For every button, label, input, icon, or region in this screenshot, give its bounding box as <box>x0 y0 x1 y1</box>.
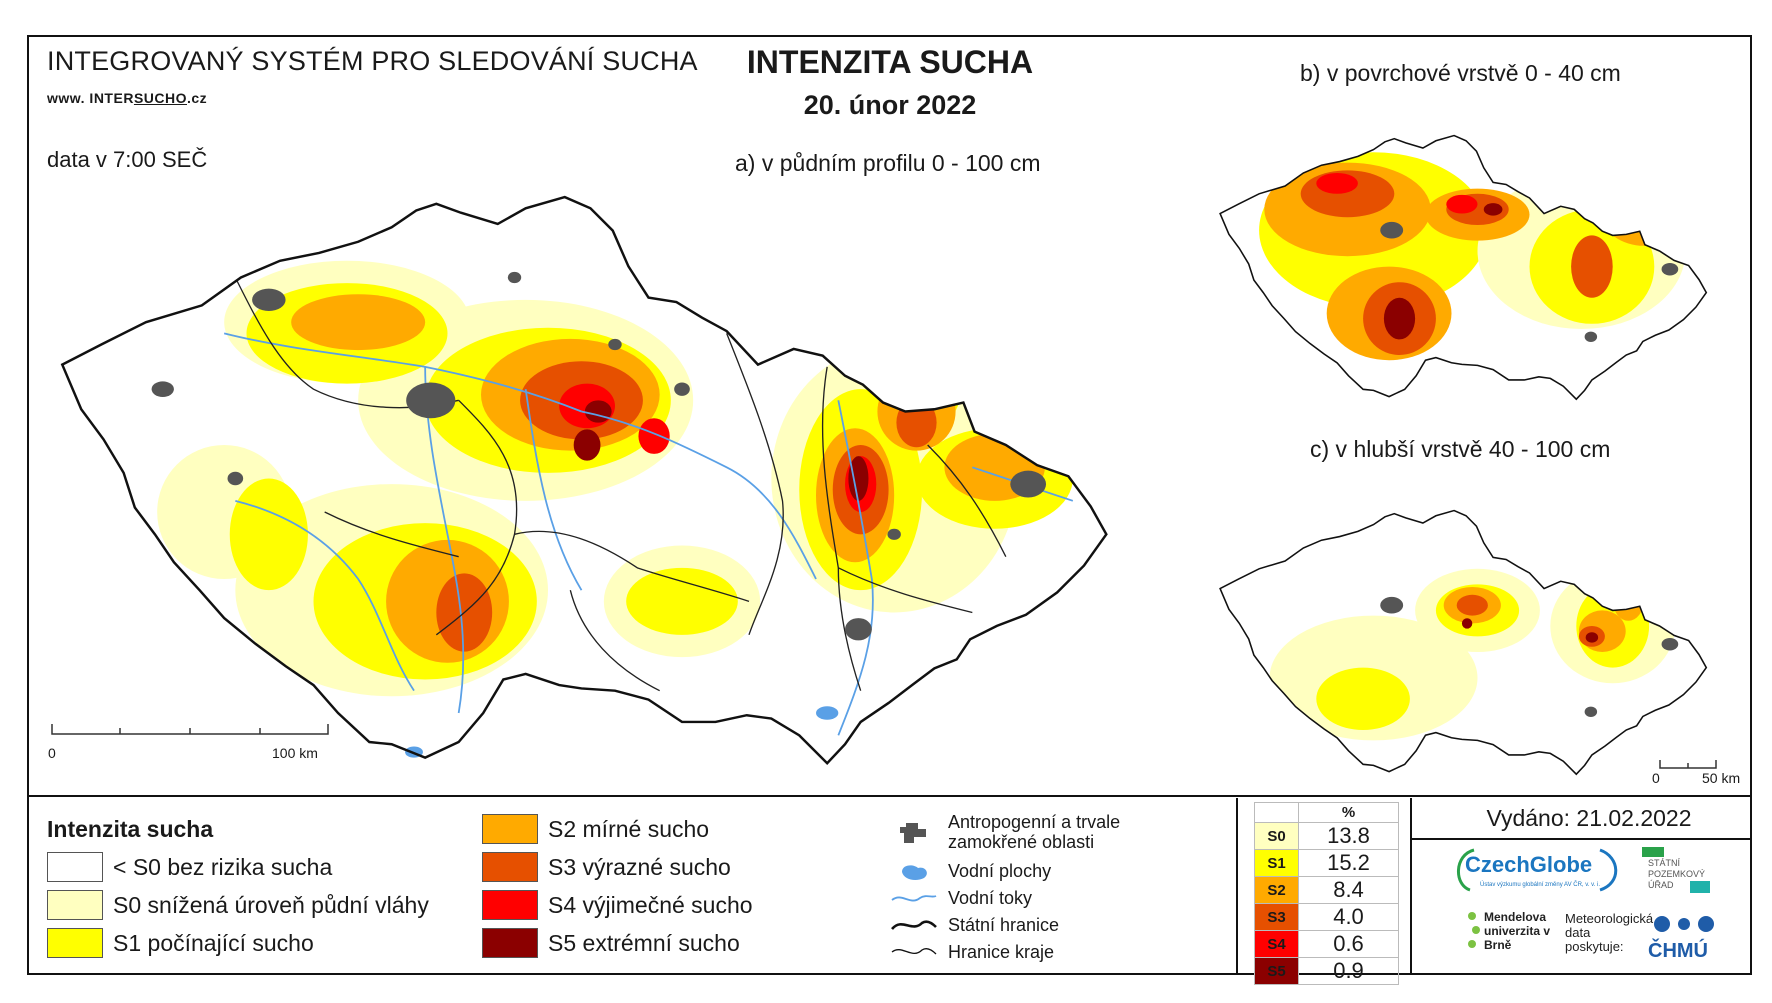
legend-item-s5: S5 extrémní sucho <box>482 928 740 958</box>
page-date: 20. únor 2022 <box>803 90 977 120</box>
issued-date: Vydáno: 21.02.2022 <box>1486 805 1692 831</box>
region-border-icon <box>890 939 938 965</box>
legend-water-bodies: Vodní plochy <box>890 858 1051 884</box>
system-title: INTEGROVANÝ SYSTÉM PRO SLEDOVÁNÍ SUCHA <box>47 46 698 76</box>
main-scale-start: 0 <box>48 745 56 761</box>
small-scale-bar <box>1659 760 1717 769</box>
spu-logo-icon <box>1642 847 1710 893</box>
mendel-logo: Mendelova univerzita v Brně <box>1484 910 1551 952</box>
legend-state-border: Státní hranice <box>890 912 1059 938</box>
main-scale-end: 100 km <box>272 745 318 761</box>
surface-drought-map <box>1219 134 1708 400</box>
table-row: S4 0.6 <box>1254 930 1399 958</box>
legend-item-s3: S3 výrazné sucho <box>482 852 731 882</box>
main-drought-map <box>61 195 1108 765</box>
spu-logo: STÁTNÍ POZEMKOVÝ ÚŘAD <box>1648 858 1706 890</box>
website-link[interactable]: www. INTERSUCHO.cz <box>47 90 208 106</box>
page-title: INTENZITA SUCHA <box>746 44 1034 80</box>
drought-intensity-areas <box>157 260 1073 697</box>
legend-rivers: Vodní toky <box>890 885 1032 911</box>
legend-item-none: < S0 bez rizika sucha <box>47 852 332 882</box>
mendel-logo-icon <box>1468 912 1480 948</box>
main-map-label: a) v půdním profilu 0 - 100 cm <box>735 150 1041 176</box>
legend-item-s1: S1 počínající sucho <box>47 928 314 958</box>
water-body-icon <box>890 858 938 884</box>
czechglobe-subtitle: Ústav výzkumu globální změny AV ČR, v. v… <box>1480 882 1601 888</box>
legend-urban-areas: Antropogenní a trvale zamokřené oblasti <box>890 812 1120 852</box>
map-frame <box>27 35 1752 975</box>
legend-swatch <box>482 852 538 882</box>
legend-separator <box>27 795 1752 797</box>
legend-swatch <box>47 928 103 958</box>
table-row: S1 15.2 <box>1254 849 1399 877</box>
legend-swatch <box>47 890 103 920</box>
czechglobe-logo-icon <box>1457 848 1618 892</box>
table-row: S0 13.8 <box>1254 822 1399 850</box>
table-row: S5 0.9 <box>1254 957 1399 985</box>
urban-area-icon <box>890 819 938 845</box>
small-scale-start: 0 <box>1652 770 1660 786</box>
river-icon <box>890 885 938 911</box>
legend-region-border: Hranice kraje <box>890 939 1054 965</box>
legend-swatch <box>482 814 538 844</box>
met-data-label: Meteorologická data poskytuje: <box>1565 911 1654 954</box>
small-scale-end: 50 km <box>1702 770 1741 786</box>
surface-map-label: b) v povrchové vrstvě 0 - 40 cm <box>1300 60 1621 86</box>
legend-item-s0: S0 snížená úroveň půdní vláhy <box>47 890 429 920</box>
table-row: S3 4.0 <box>1254 903 1399 931</box>
deep-map-label: c) v hlubší vrstvě 40 - 100 cm <box>1310 436 1611 462</box>
logos-separator <box>1412 838 1752 840</box>
chmu-logo: ČHMÚ <box>1648 940 1708 962</box>
main-scale-bar <box>51 724 329 735</box>
legend-swatch <box>482 890 538 920</box>
legend-swatch <box>482 928 538 958</box>
legend-item-s2: S2 mírné sucho <box>482 814 709 844</box>
state-border-icon <box>890 912 938 938</box>
legend-swatch <box>47 852 103 882</box>
urban-areas <box>151 271 1047 641</box>
percentage-table: % S0 13.8 S1 15.2 S2 8.4 S3 4.0 S4 0.6 S5 0.9 <box>1236 798 1412 985</box>
chmu-logo-icon <box>1654 916 1714 932</box>
czechglobe-logo: CzechGlobe <box>1465 852 1593 877</box>
data-time: data v 7:00 SEČ <box>47 147 208 172</box>
river-lines <box>223 332 1074 736</box>
table-row: S2 8.4 <box>1254 876 1399 904</box>
legend-item-s4: S4 výjimečné sucho <box>482 890 753 920</box>
deep-drought-map <box>1219 509 1708 775</box>
legend-title: Intenzita sucha <box>47 816 214 842</box>
